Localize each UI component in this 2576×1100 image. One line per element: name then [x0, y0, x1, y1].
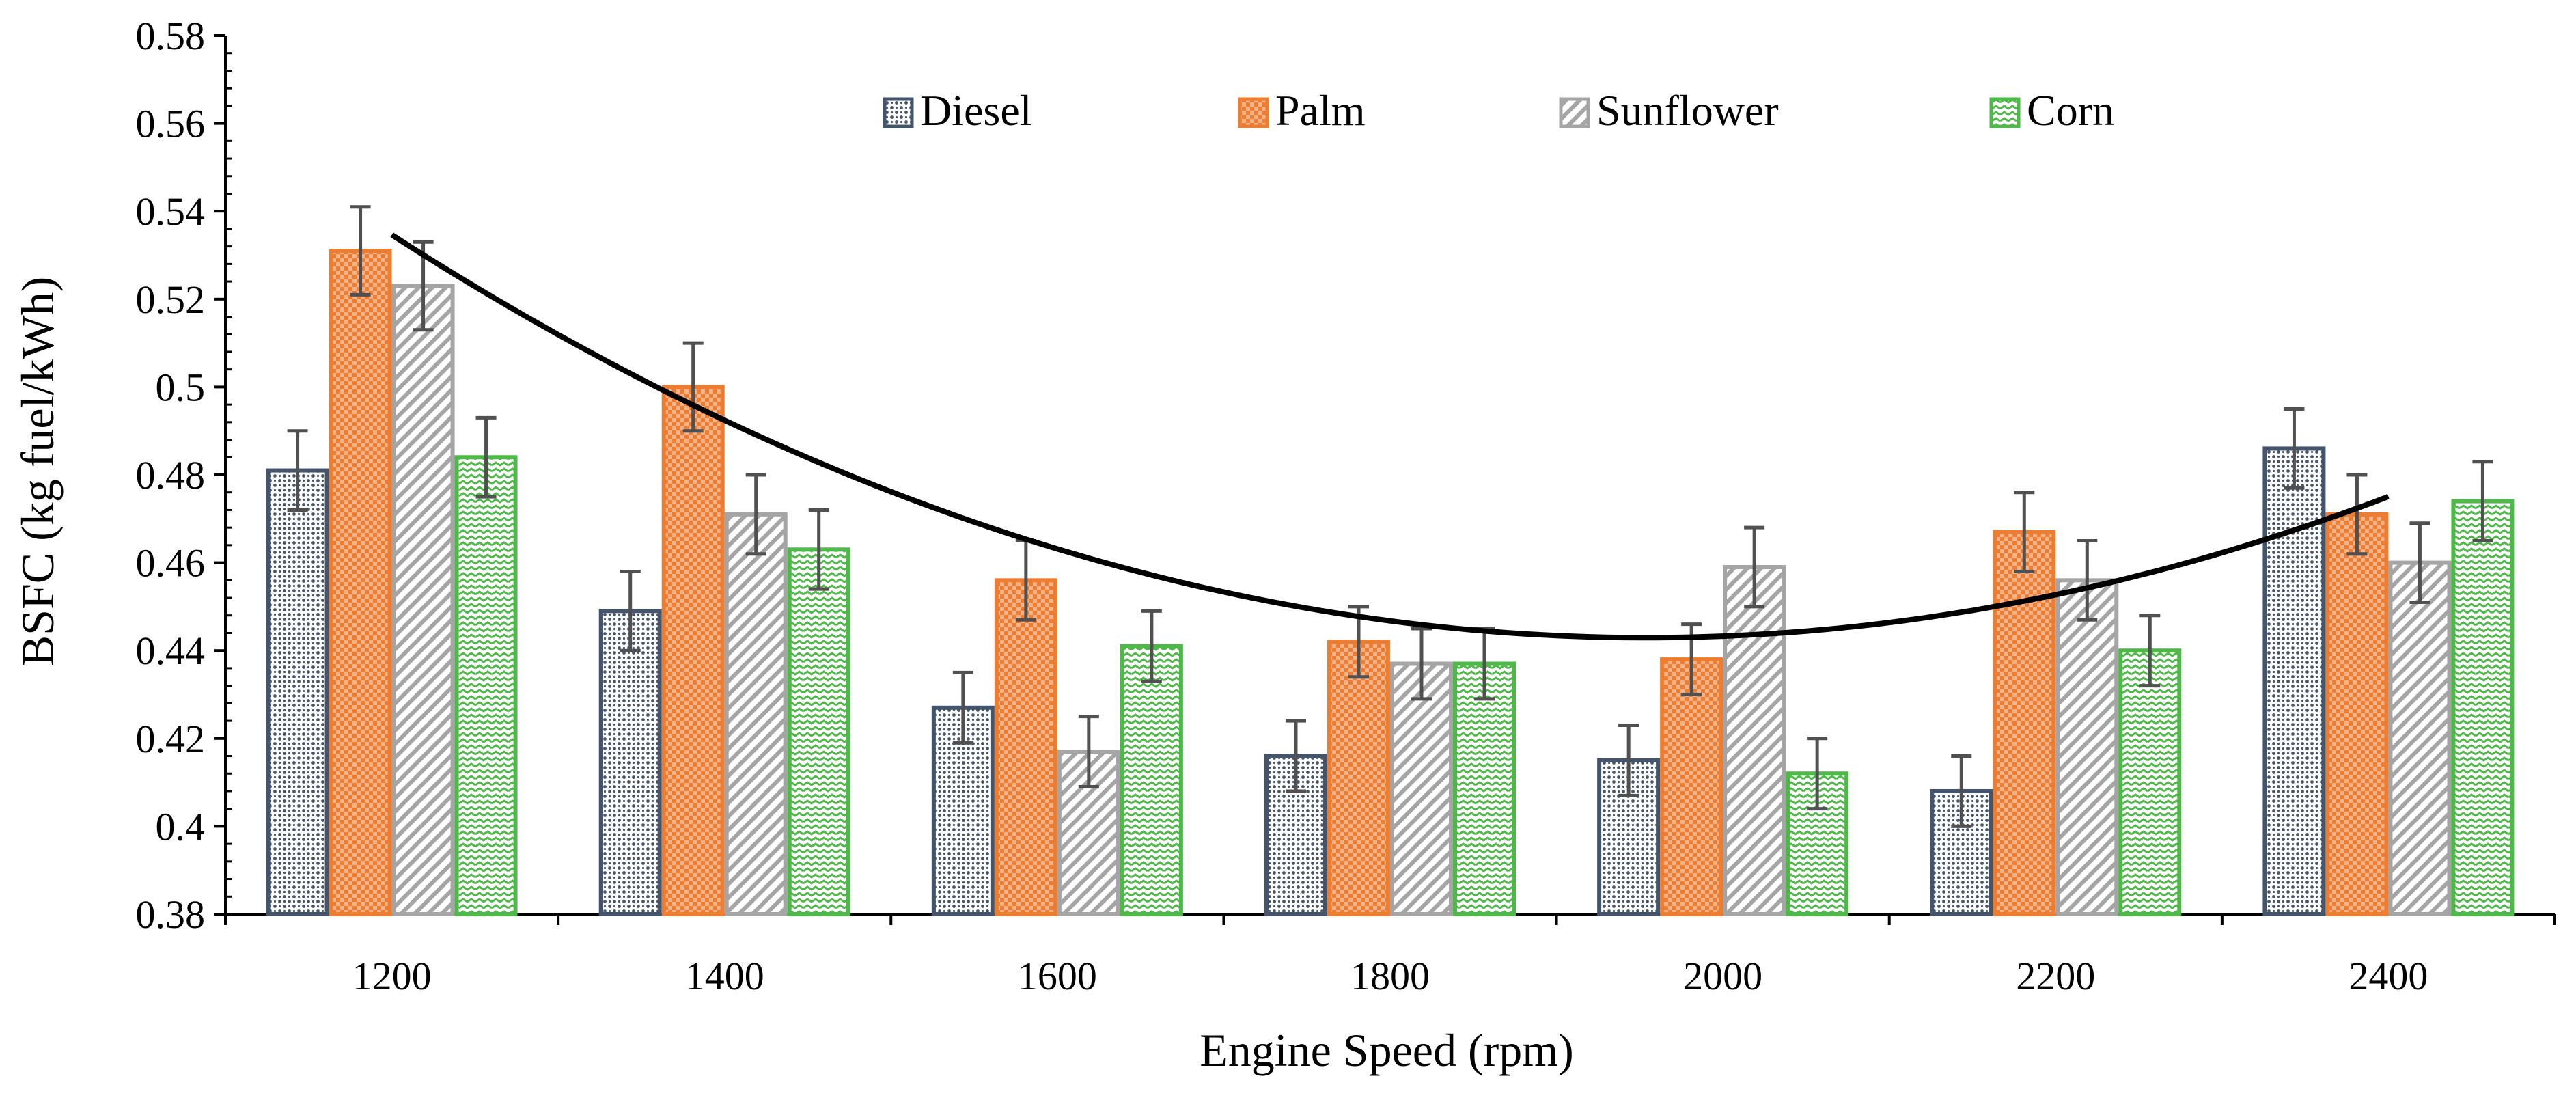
bar-sunflower — [1723, 565, 1786, 917]
bar-palm — [2325, 512, 2389, 916]
y-tick-label: 0.56 — [136, 102, 206, 146]
x-axis: 1200 1400 1600 1800 2000 2200 2400 — [224, 913, 2556, 998]
bar-corn — [454, 455, 518, 916]
bar-corn — [2451, 499, 2515, 916]
trendline-group — [390, 232, 2390, 641]
legend-label-corn: Corn — [2027, 86, 2114, 135]
y-axis-title: BSFC (kg fuel/kWh) — [12, 277, 64, 666]
legend-swatch-sunflower — [1559, 97, 1590, 128]
x-tick-label: 2400 — [2349, 954, 2428, 998]
bar-series-group — [266, 249, 2515, 917]
bar-corn — [2118, 648, 2182, 916]
bar-palm — [1993, 530, 2056, 916]
bar-sunflower — [1390, 661, 1453, 916]
y-tick-label: 0.46 — [136, 541, 206, 586]
y-tick-label: 0.5 — [156, 365, 206, 409]
bar-sunflower — [2055, 578, 2119, 916]
legend-swatch-palm — [1238, 97, 1269, 128]
legend-swatch-diesel — [883, 97, 914, 128]
bar-corn — [1120, 644, 1183, 917]
bar-palm — [661, 385, 725, 916]
y-tick-label: 0.48 — [136, 453, 206, 497]
y-tick-label: 0.44 — [136, 629, 206, 673]
bar-palm — [1660, 657, 1723, 916]
error-bars-group — [287, 205, 2493, 828]
legend-label-diesel: Diesel — [920, 86, 1032, 135]
legend-label-palm: Palm — [1275, 86, 1366, 135]
y-tick-label: 0.52 — [136, 277, 206, 322]
bar-diesel — [2262, 446, 2326, 916]
bar-palm — [994, 578, 1057, 916]
y-tick-label: 0.54 — [136, 189, 206, 234]
legend-swatch-corn — [1989, 97, 2021, 128]
legend-label-sunflower: Sunflower — [1596, 86, 1779, 135]
bar-sunflower — [391, 284, 455, 916]
y-tick-label: 0.42 — [136, 717, 206, 761]
bar-diesel — [266, 468, 329, 916]
bar-sunflower — [724, 512, 788, 916]
bar-diesel — [598, 609, 662, 917]
bar-corn — [1453, 661, 1516, 916]
trendline — [390, 232, 2390, 641]
bar-corn — [787, 547, 850, 916]
x-tick-label: 2000 — [1683, 954, 1762, 998]
y-tick-label: 0.58 — [136, 14, 206, 58]
bar-palm — [329, 249, 392, 916]
bar-sunflower — [2388, 560, 2452, 916]
y-tick-label: 0.38 — [136, 892, 206, 937]
y-axis: 0.38 0.4 0.42 0.44 0.46 0.48 0.5 0.52 0.54 0.56 0.… — [136, 14, 232, 937]
bar-palm — [1327, 640, 1390, 917]
x-tick-label: 1400 — [685, 954, 764, 998]
x-axis-title: Engine Speed (rpm) — [1200, 1024, 1574, 1076]
x-tick-label: 1800 — [1351, 954, 1430, 998]
y-tick-label: 0.4 — [156, 804, 206, 849]
x-tick-label: 2200 — [2016, 954, 2095, 998]
x-tick-label: 1200 — [352, 954, 432, 998]
x-tick-label: 1600 — [1018, 954, 1097, 998]
legend: Diesel Palm Sunflower Corn — [883, 86, 2114, 135]
